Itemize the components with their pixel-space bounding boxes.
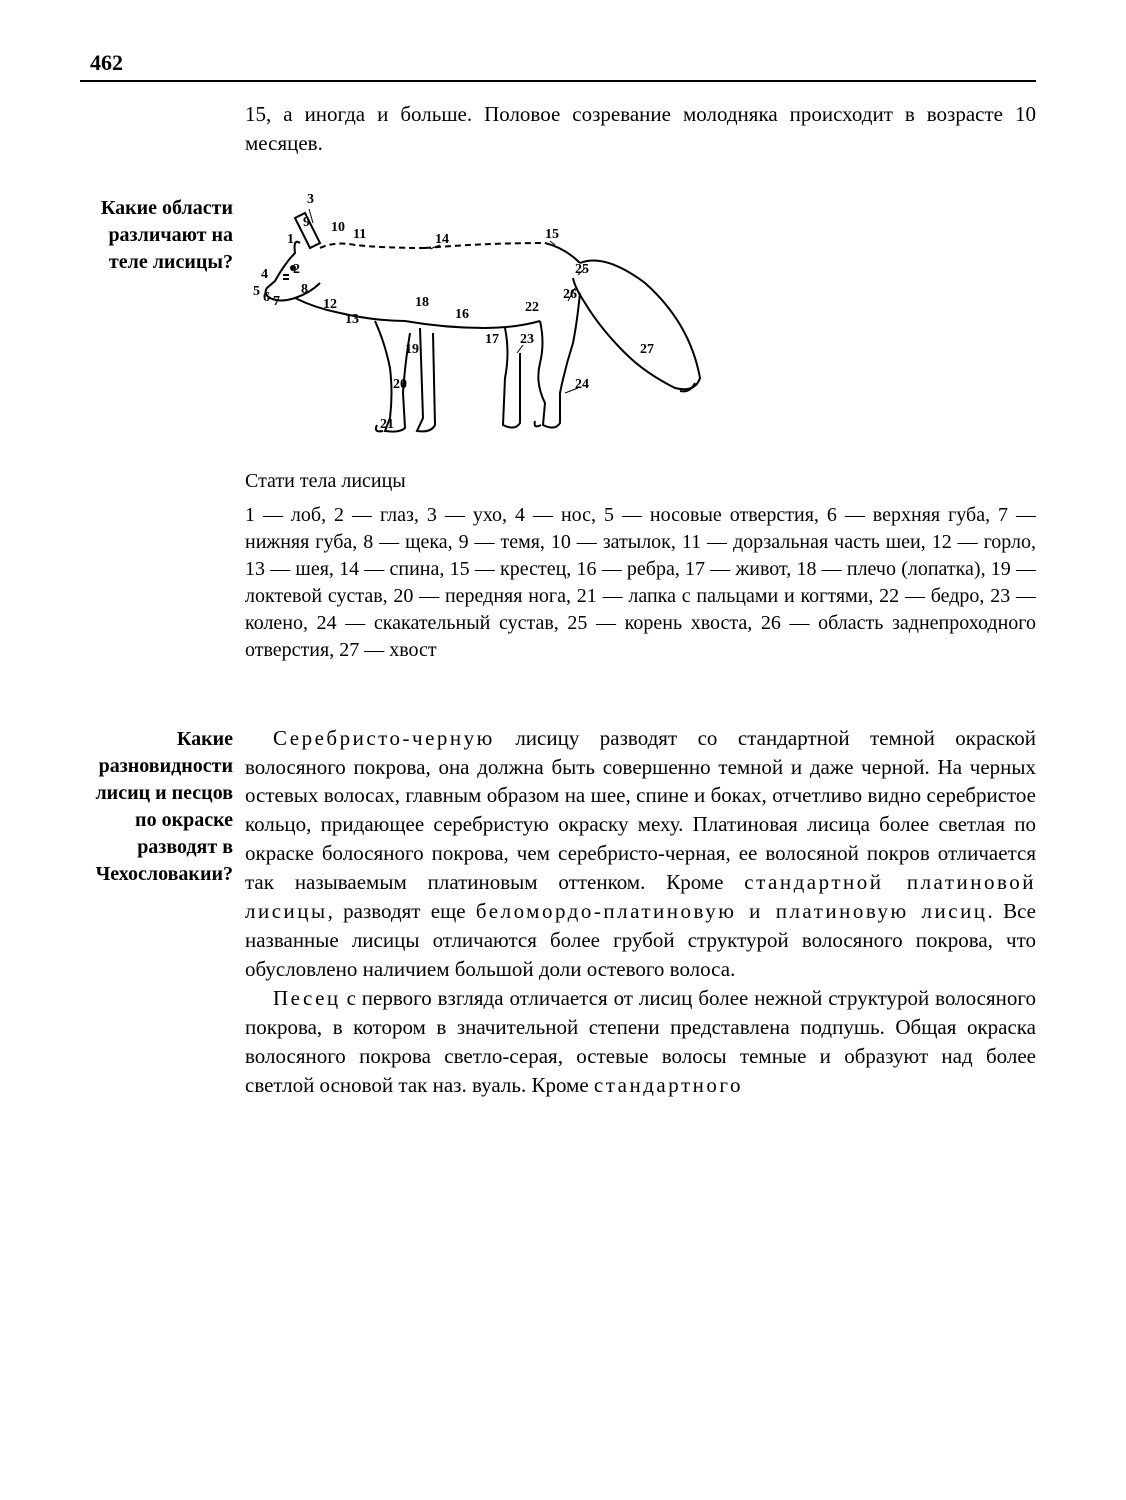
diagram-label: 5 <box>253 284 260 299</box>
paragraph: Песец с первого взгляда отличается от ли… <box>245 984 1036 1100</box>
diagram-label: 17 <box>485 332 499 347</box>
diagram-label: 1 <box>287 232 294 247</box>
emphasized-term: Серебристо-черную <box>273 726 495 750</box>
diagram-label: 3 <box>307 193 314 207</box>
intro-paragraph: 15, а иногда и больше. Половое созревани… <box>245 100 1036 158</box>
diagram-label: 7 <box>273 294 280 309</box>
diagram-label: 15 <box>545 227 559 242</box>
page-number: 462 <box>90 50 123 76</box>
figure-caption-body: 1 — лоб, 2 — глаз, 3 — ухо, 4 — нос, 5 —… <box>245 502 1036 664</box>
diagram-label: 27 <box>640 342 654 357</box>
section-body: 1234567891011121314151617181920212223242… <box>245 193 1036 664</box>
section-body: Серебристо-черную лисицу разводят со ста… <box>245 724 1036 1101</box>
diagram-label: 21 <box>380 417 394 432</box>
paragraph: Серебристо-черную лисицу разводят со ста… <box>245 724 1036 985</box>
section-fox-varieties: Какие разновидности лисиц и песцов по ок… <box>80 724 1036 1101</box>
diagram-label: 4 <box>261 267 268 282</box>
diagram-label: 18 <box>415 295 429 310</box>
diagram-label: 11 <box>353 227 366 242</box>
figure-caption-title: Стати тела лисицы <box>245 468 1036 496</box>
diagram-label: 19 <box>405 342 419 357</box>
diagram-label: 2 <box>293 262 300 277</box>
diagram-label: 24 <box>575 377 589 392</box>
diagram-label: 16 <box>455 307 469 322</box>
diagram-label: 12 <box>323 297 337 312</box>
section-heading: Какие области различают на теле лисицы? <box>80 193 245 664</box>
diagram-label: 13 <box>345 312 359 327</box>
diagram-label: 9 <box>303 215 310 230</box>
emphasized-term: беломордо-платиновую и платиновую лисиц <box>476 899 988 923</box>
diagram-label: 14 <box>435 232 449 247</box>
diagram-label: 8 <box>301 282 308 297</box>
diagram-label: 25 <box>575 262 589 277</box>
emphasized-term: стандартного <box>594 1073 743 1097</box>
diagram-label: 23 <box>520 332 534 347</box>
diagram-label: 10 <box>331 220 345 235</box>
section-heading: Какие разновидности лисиц и песцов по ок… <box>80 724 245 1101</box>
section-fox-anatomy: Какие области различают на теле лисицы? <box>80 193 1036 664</box>
header-rule <box>80 80 1036 82</box>
diagram-label: 6 <box>263 290 270 305</box>
emphasized-term: Песец <box>273 986 341 1010</box>
diagram-label: 20 <box>393 377 407 392</box>
diagram-label: 22 <box>525 300 539 315</box>
diagram-label: 26 <box>563 287 577 302</box>
fox-diagram: 1234567891011121314151617181920212223242… <box>245 193 1036 453</box>
content-area: 15, а иногда и больше. Половое созревани… <box>80 100 1036 1100</box>
